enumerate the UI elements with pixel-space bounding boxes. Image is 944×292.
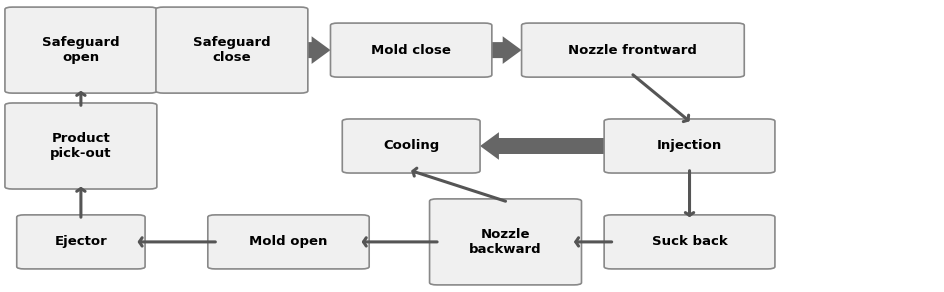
- Text: Mold close: Mold close: [371, 44, 450, 57]
- Polygon shape: [308, 36, 330, 64]
- Text: Product
pick-out: Product pick-out: [50, 132, 111, 160]
- Text: Cooling: Cooling: [382, 140, 439, 152]
- FancyBboxPatch shape: [5, 103, 157, 189]
- Text: Mold open: Mold open: [249, 235, 328, 248]
- FancyBboxPatch shape: [430, 199, 581, 285]
- Text: Nozzle frontward: Nozzle frontward: [568, 44, 697, 57]
- Text: Ejector: Ejector: [55, 235, 108, 248]
- Polygon shape: [491, 36, 521, 64]
- FancyBboxPatch shape: [5, 7, 157, 93]
- Text: Suck back: Suck back: [651, 235, 727, 248]
- FancyBboxPatch shape: [603, 215, 774, 269]
- Text: Safeguard
open: Safeguard open: [42, 36, 120, 64]
- FancyBboxPatch shape: [330, 23, 491, 77]
- Polygon shape: [480, 132, 603, 160]
- FancyBboxPatch shape: [208, 215, 369, 269]
- Text: Injection: Injection: [656, 140, 721, 152]
- Text: Nozzle
backward: Nozzle backward: [469, 228, 541, 256]
- Polygon shape: [137, 36, 157, 64]
- Text: Safeguard
close: Safeguard close: [193, 36, 270, 64]
- FancyBboxPatch shape: [17, 215, 145, 269]
- FancyBboxPatch shape: [342, 119, 480, 173]
- FancyBboxPatch shape: [521, 23, 744, 77]
- FancyBboxPatch shape: [603, 119, 774, 173]
- FancyBboxPatch shape: [156, 7, 308, 93]
